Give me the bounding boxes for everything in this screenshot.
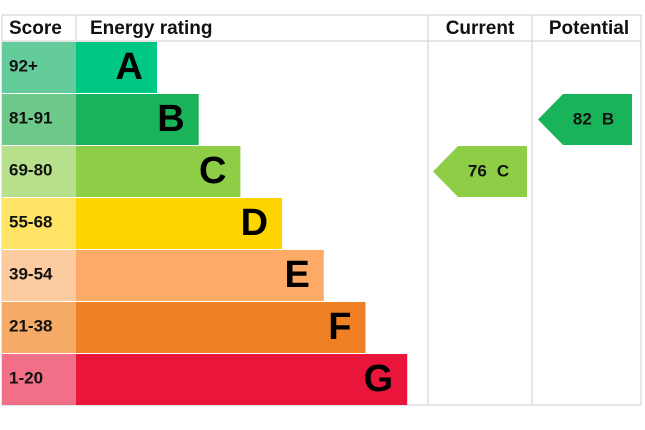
band-letter: D	[241, 202, 268, 244]
current-label: 76 C	[468, 162, 509, 181]
potential-score: 82	[573, 110, 592, 129]
score-label: 55-68	[9, 212, 52, 231]
band-letter: G	[364, 358, 394, 400]
rating-header: Energy rating	[90, 18, 212, 39]
score-cell	[2, 250, 76, 301]
score-cell	[2, 302, 76, 353]
current-arrow	[433, 146, 527, 197]
potential-header: Potential	[549, 18, 629, 39]
score-label: 92+	[9, 56, 38, 75]
score-label: 81-91	[9, 108, 52, 127]
current-header: Current	[446, 18, 515, 39]
band-letter: E	[284, 254, 309, 296]
score-cell	[2, 146, 76, 197]
score-cell	[2, 94, 76, 145]
score-label: 39-54	[9, 264, 53, 283]
score-label: 69-80	[9, 160, 52, 179]
rating-bar	[76, 94, 199, 145]
current-band: C	[497, 162, 509, 181]
band-letter: C	[199, 150, 226, 192]
band-letter: B	[157, 98, 184, 140]
score-header: Score	[9, 18, 62, 39]
band-letter: A	[116, 46, 143, 88]
rating-bar	[76, 146, 241, 197]
rating-bar	[76, 250, 324, 301]
rating-bar	[76, 198, 283, 249]
current-score: 76	[468, 162, 487, 181]
score-cell	[2, 42, 76, 93]
potential-band: B	[602, 110, 614, 129]
score-label: 1-20	[9, 368, 43, 387]
potential-label: 82 B	[573, 110, 614, 129]
rating-bar	[76, 354, 408, 405]
score-cell	[2, 198, 76, 249]
rating-bar	[76, 42, 157, 93]
rating-bar	[76, 302, 366, 353]
band-letter: F	[328, 306, 351, 348]
potential-arrow	[538, 94, 632, 145]
score-label: 21-38	[9, 316, 52, 335]
score-cell	[2, 354, 76, 405]
